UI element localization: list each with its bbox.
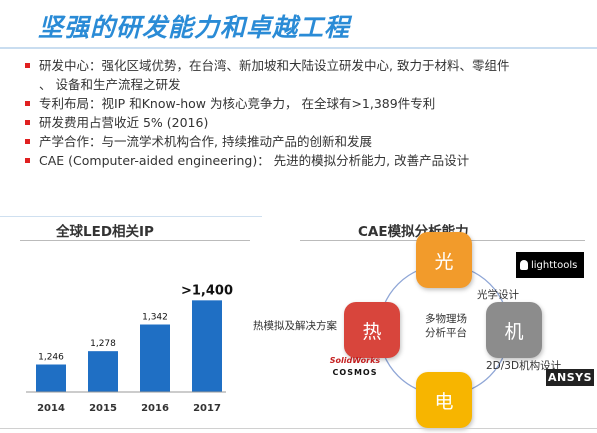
optical-design-label: 光学设计 bbox=[477, 289, 519, 301]
bar-value-label: 1,342 bbox=[142, 313, 168, 323]
ip-panel-top-rule bbox=[0, 216, 262, 217]
bar-2015 bbox=[88, 351, 118, 392]
ip-chart-title: 全球LED相关IP bbox=[56, 224, 154, 240]
bar-value-label: >1,400 bbox=[181, 283, 233, 298]
solidworks-logo-text: SolidWorks bbox=[329, 356, 381, 365]
node-thermal: 热 bbox=[344, 302, 400, 358]
center-platform-label: 多物理场 分析平台 bbox=[418, 312, 474, 340]
bullet-marker-icon bbox=[25, 139, 30, 144]
ip-panel-divider bbox=[20, 240, 250, 241]
bullet-text: 产学合作：与一流学术机构合作, 持续推动产品的创新和发展 bbox=[39, 134, 372, 149]
x-tick-label: 2015 bbox=[89, 403, 117, 414]
bar-value-label: 1,278 bbox=[90, 339, 116, 349]
bullet-item: CAE (Computer-aided engineering)： 先进的模拟分… bbox=[25, 151, 590, 170]
lighttools-logo-text: lighttools bbox=[531, 259, 578, 271]
bullet-text-continued: 、 设备和生产流程之研发 bbox=[39, 77, 181, 92]
x-tick-label: 2017 bbox=[193, 403, 221, 414]
bar-2016 bbox=[140, 324, 170, 392]
bullet-item: 产学合作：与一流学术机构合作, 持续推动产品的创新和发展 bbox=[25, 132, 590, 151]
ansys-logo: ANSYS bbox=[546, 369, 594, 386]
node-mechanical: 机 bbox=[486, 302, 542, 358]
bullet-text: 研发中心：强化区域优势，在台湾、新加坡和大陆设立研发中心, 致力于材料、零组件 bbox=[39, 58, 510, 73]
bullet-marker-icon bbox=[25, 120, 30, 125]
title-divider bbox=[0, 47, 597, 49]
bullet-item: 专利布局：视IP 和Know-how 为核心竞争力， 在全球有>1,389件专利 bbox=[25, 94, 590, 113]
bullet-marker-icon bbox=[25, 158, 30, 163]
bullet-item: 研发费用占营收近 5% (2016) bbox=[25, 113, 590, 132]
bullet-item: 研发中心：强化区域优势，在台湾、新加坡和大陆设立研发中心, 致力于材料、零组件 … bbox=[25, 56, 590, 94]
slide-title: 坚强的研发能力和卓越工程 bbox=[38, 13, 351, 42]
center-label-line1: 多物理场 bbox=[425, 313, 467, 325]
bar-2014 bbox=[36, 364, 66, 392]
bullet-text: 专利布局：视IP 和Know-how 为核心竞争力， 在全球有>1,389件专利 bbox=[39, 96, 436, 111]
bullet-marker-icon bbox=[25, 63, 30, 68]
bullet-text: CAE (Computer-aided engineering)： 先进的模拟分… bbox=[39, 153, 470, 168]
bullet-text: 研发费用占营收近 5% (2016) bbox=[39, 115, 209, 130]
thermal-solution-label: 热模拟及解决方案 bbox=[253, 320, 337, 332]
x-tick-label: 2016 bbox=[141, 403, 169, 414]
bar-value-label: 1,246 bbox=[38, 353, 64, 363]
center-label-line2: 分析平台 bbox=[425, 327, 467, 339]
bullet-list: 研发中心：强化区域优势，在台湾、新加坡和大陆设立研发中心, 致力于材料、零组件 … bbox=[25, 56, 590, 170]
mechanical-design-label: 2D/3D机构设计 bbox=[486, 360, 562, 372]
cosmos-logo-text: COSMOS bbox=[332, 368, 378, 377]
bullet-marker-icon bbox=[25, 101, 30, 106]
node-optical: 光 bbox=[416, 232, 472, 288]
solidworks-cosmos-logo: SolidWorks COSMOS bbox=[325, 355, 385, 383]
footer-divider bbox=[0, 428, 597, 429]
x-tick-label: 2014 bbox=[37, 403, 65, 414]
bar-2017 bbox=[192, 300, 222, 392]
lighttools-logo: lighttools bbox=[516, 252, 584, 278]
node-electrical: 电 bbox=[416, 372, 472, 428]
lightbulb-icon bbox=[520, 260, 528, 270]
